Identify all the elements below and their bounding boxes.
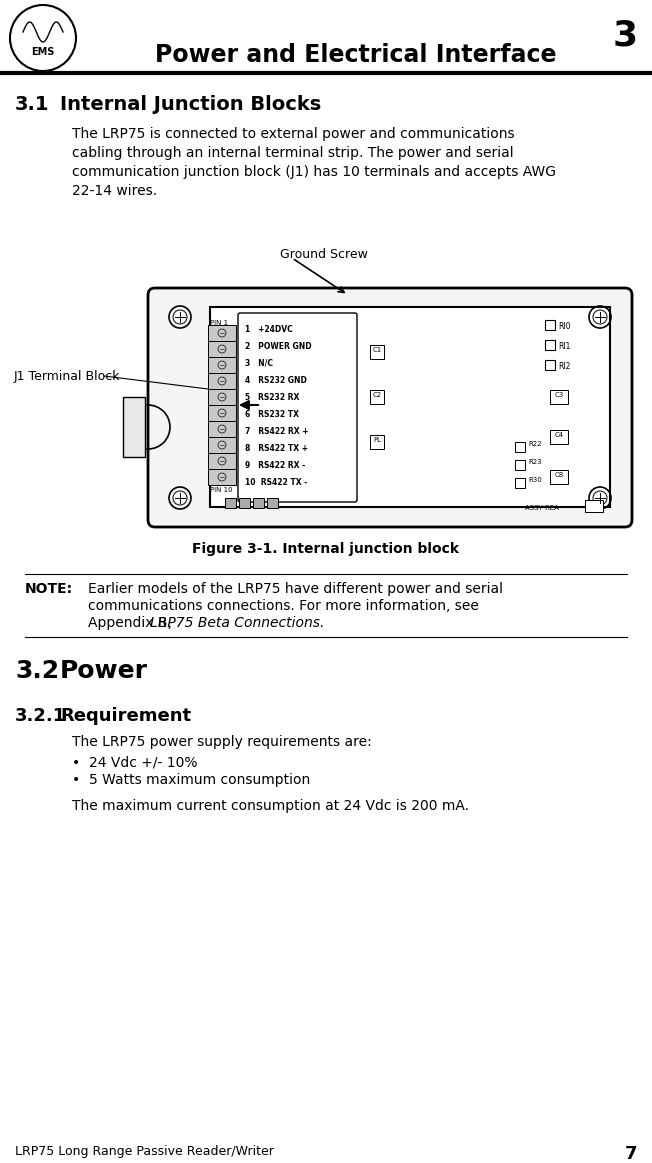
Text: RI0: RI0 <box>558 322 570 331</box>
Bar <box>123 397 145 457</box>
FancyBboxPatch shape <box>148 288 632 527</box>
Bar <box>370 390 384 404</box>
Text: cabling through an internal terminal strip. The power and serial: cabling through an internal terminal str… <box>72 147 514 160</box>
FancyBboxPatch shape <box>238 313 357 502</box>
Bar <box>208 454 236 469</box>
Bar <box>208 373 236 388</box>
Bar <box>208 324 236 341</box>
Text: 7   RS422 RX +: 7 RS422 RX + <box>245 427 308 436</box>
Bar <box>208 421 236 437</box>
Text: communications connections. For more information, see: communications connections. For more inf… <box>88 599 479 613</box>
Text: R23: R23 <box>528 459 542 465</box>
Text: Power and Electrical Interface: Power and Electrical Interface <box>155 43 557 67</box>
Text: C4: C4 <box>554 431 563 438</box>
Bar <box>550 470 568 484</box>
Text: EMS: EMS <box>31 47 55 57</box>
Text: 10  RS422 TX -: 10 RS422 TX - <box>245 478 307 487</box>
Text: communication junction block (J1) has 10 terminals and accepts AWG: communication junction block (J1) has 10… <box>72 165 556 179</box>
Text: The maximum current consumption at 24 Vdc is 200 mA.: The maximum current consumption at 24 Vd… <box>72 799 469 813</box>
Text: 1   +24DVC: 1 +24DVC <box>245 324 293 334</box>
Text: Power: Power <box>60 659 148 683</box>
Text: ASSY REA: ASSY REA <box>525 505 559 511</box>
Text: 3   N/C: 3 N/C <box>245 359 273 368</box>
Text: Ground Screw: Ground Screw <box>280 248 368 261</box>
Bar <box>585 500 603 512</box>
Text: 7: 7 <box>625 1146 637 1163</box>
Text: LRP75 Long Range Passive Reader/Writer: LRP75 Long Range Passive Reader/Writer <box>15 1146 274 1158</box>
Text: 4   RS232 GND: 4 RS232 GND <box>245 376 307 385</box>
Text: C8: C8 <box>554 472 563 478</box>
Bar <box>225 498 236 508</box>
Bar <box>208 437 236 454</box>
Text: 5   RS232 RX: 5 RS232 RX <box>245 393 299 402</box>
Text: 3.2.1: 3.2.1 <box>15 707 67 725</box>
Text: The LRP75 is connected to external power and communications: The LRP75 is connected to external power… <box>72 127 514 141</box>
Bar <box>208 405 236 421</box>
Text: PL: PL <box>373 437 381 443</box>
Text: R30: R30 <box>528 477 542 483</box>
Text: •  24 Vdc +/- 10%: • 24 Vdc +/- 10% <box>72 755 198 769</box>
Text: C3: C3 <box>554 392 563 398</box>
Text: 6   RS232 TX: 6 RS232 TX <box>245 411 299 419</box>
Text: PIN 10: PIN 10 <box>210 487 233 493</box>
Text: Figure 3-1. Internal junction block: Figure 3-1. Internal junction block <box>192 542 460 556</box>
Bar <box>515 442 525 452</box>
Bar <box>208 388 236 405</box>
Bar <box>253 498 264 508</box>
Bar <box>208 341 236 357</box>
Bar <box>515 478 525 488</box>
Bar <box>210 307 610 507</box>
Bar <box>370 345 384 359</box>
Text: C2: C2 <box>372 392 381 398</box>
Text: •  5 Watts maximum consumption: • 5 Watts maximum consumption <box>72 773 310 787</box>
Bar <box>550 430 568 444</box>
Text: 9   RS422 RX -: 9 RS422 RX - <box>245 461 305 470</box>
Bar <box>545 320 555 330</box>
Text: 2   POWER GND: 2 POWER GND <box>245 342 312 351</box>
Text: 3.2: 3.2 <box>15 659 59 683</box>
Text: Appendix B,: Appendix B, <box>88 616 176 630</box>
Bar <box>239 498 250 508</box>
Text: 3: 3 <box>613 17 638 52</box>
Text: RI1: RI1 <box>558 342 570 351</box>
Text: 8   RS422 TX +: 8 RS422 TX + <box>245 444 308 454</box>
Text: R22: R22 <box>528 441 542 447</box>
Text: PIN 1: PIN 1 <box>210 320 228 326</box>
Text: Internal Junction Blocks: Internal Junction Blocks <box>60 95 321 114</box>
Bar <box>208 469 236 485</box>
Bar <box>515 461 525 470</box>
Bar <box>545 361 555 370</box>
Text: C1: C1 <box>372 347 381 354</box>
Bar <box>545 340 555 350</box>
Bar <box>370 435 384 449</box>
Text: NOTE:: NOTE: <box>25 582 73 595</box>
Text: 22-14 wires.: 22-14 wires. <box>72 184 157 198</box>
Bar <box>208 357 236 373</box>
Bar <box>267 498 278 508</box>
Text: 3.1: 3.1 <box>15 95 50 114</box>
Text: The LRP75 power supply requirements are:: The LRP75 power supply requirements are: <box>72 735 372 749</box>
Text: J1 Terminal Block: J1 Terminal Block <box>14 370 121 383</box>
Text: RI2: RI2 <box>558 362 570 371</box>
Text: LRP75 Beta Connections.: LRP75 Beta Connections. <box>150 616 325 630</box>
Text: Earlier models of the LRP75 have different power and serial: Earlier models of the LRP75 have differe… <box>88 582 503 595</box>
Bar <box>550 390 568 404</box>
Text: Requirement: Requirement <box>60 707 191 725</box>
